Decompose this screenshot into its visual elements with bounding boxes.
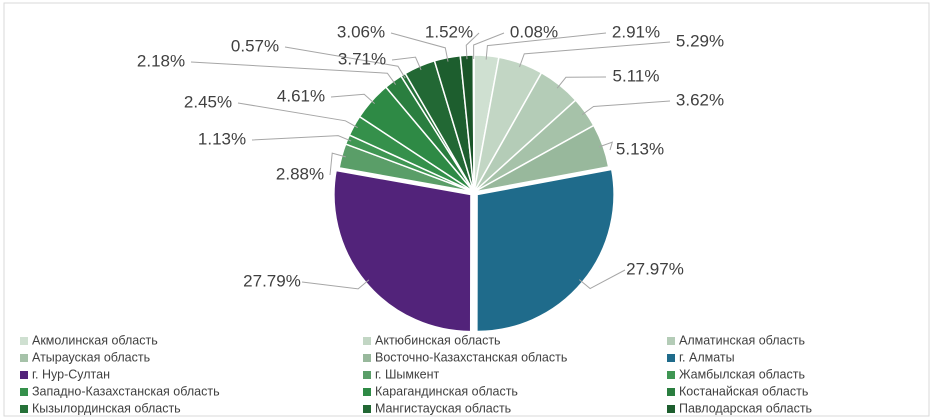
data-label: 1.52% xyxy=(425,22,473,41)
data-label: 5.11% xyxy=(613,66,660,85)
leader-line xyxy=(598,141,614,151)
legend-swatch xyxy=(20,354,28,362)
leader-line xyxy=(485,32,607,60)
data-label: 2.88% xyxy=(276,164,324,183)
leader-line xyxy=(251,135,352,142)
legend-swatch xyxy=(363,354,371,362)
data-label: 0.57% xyxy=(231,36,279,55)
data-label: 2.18% xyxy=(137,51,185,70)
legend-swatch xyxy=(20,337,28,345)
legend-swatch xyxy=(363,388,371,396)
leader-line xyxy=(581,100,671,116)
data-label: 2.91% xyxy=(612,22,660,41)
leader-line xyxy=(190,61,397,85)
data-label: 5.13% xyxy=(616,139,664,158)
legend-swatch xyxy=(667,388,675,396)
legend-swatch xyxy=(363,371,371,379)
legend-label: Актюбинская область xyxy=(375,333,501,347)
legend-swatch xyxy=(667,337,675,345)
legend-label: г. Нур-Султан xyxy=(32,367,110,381)
legend-label: Западно-Казахстанская область xyxy=(32,384,220,398)
data-label: 1.13% xyxy=(198,129,246,148)
leader-line xyxy=(301,279,370,290)
data-label: 3.71% xyxy=(338,49,386,68)
legend-label: Алматинская область xyxy=(679,333,805,347)
data-label: 4.61% xyxy=(277,86,325,105)
legend-label: Кызылординская область xyxy=(32,401,181,415)
legend-swatch xyxy=(667,405,675,413)
legend-swatch xyxy=(363,337,371,345)
data-label: 0.08% xyxy=(510,22,558,41)
pie-slice xyxy=(472,54,475,193)
data-label: 3.06% xyxy=(337,22,385,41)
data-label: 2.45% xyxy=(184,92,232,111)
leader-line xyxy=(390,32,449,62)
data-label: 27.97% xyxy=(626,259,684,278)
legend-label: Карагандинская область xyxy=(375,384,518,398)
legend-label: Атырауская область xyxy=(32,350,150,364)
legend-label: Павлодарская область xyxy=(679,401,812,415)
leader-line xyxy=(329,152,346,176)
leader-line xyxy=(473,32,505,60)
leader-line xyxy=(465,32,480,60)
legend-label: Акмолинская область xyxy=(32,333,158,347)
leader-line xyxy=(579,269,626,290)
legend-label: Жамбылская область xyxy=(679,367,805,381)
legend-label: Восточно-Казахстанская область xyxy=(375,350,567,364)
leader-line xyxy=(391,56,422,71)
legend-swatch xyxy=(667,354,675,362)
leader-line xyxy=(284,46,406,79)
legend-swatch xyxy=(20,388,28,396)
data-label: 5.29% xyxy=(676,31,724,50)
data-label: 27.79% xyxy=(243,271,301,290)
leader-line xyxy=(556,76,607,89)
leader-line xyxy=(330,93,375,104)
leader-line xyxy=(519,41,671,68)
legend-swatch xyxy=(20,405,28,413)
legend-label: г. Алматы xyxy=(679,350,735,364)
legend-label: Мангистауская область xyxy=(375,401,511,415)
legend-swatch xyxy=(20,371,28,379)
legend-label: Костанайская область xyxy=(679,384,808,398)
data-label: 3.62% xyxy=(676,90,724,109)
legend-swatch xyxy=(667,371,675,379)
legend-swatch xyxy=(363,405,371,413)
legend-label: г. Шымкент xyxy=(375,367,439,381)
leader-line xyxy=(237,102,358,129)
